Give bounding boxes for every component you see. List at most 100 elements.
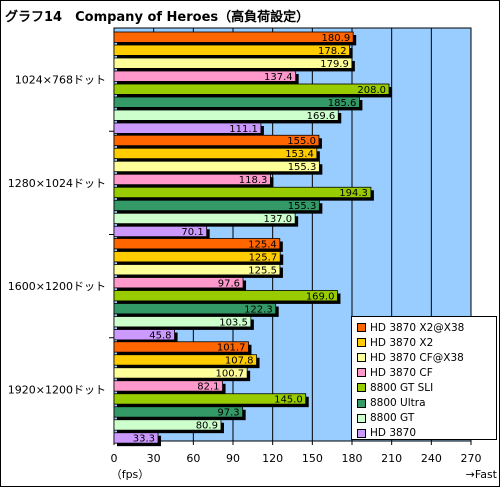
legend-swatch bbox=[357, 398, 366, 408]
direction-label: →Fast bbox=[466, 468, 498, 481]
bar-value-label: 80.9 bbox=[196, 421, 218, 432]
legend: HD 3870 X2@X38 HD 3870 X2 HD 3870 CF@X38 HD… bbox=[351, 316, 497, 440]
bar bbox=[113, 380, 223, 392]
legend-item: 8800 GT bbox=[357, 411, 496, 426]
bar bbox=[113, 316, 252, 328]
legend-swatch bbox=[357, 428, 366, 438]
bar-value-label: 118.3 bbox=[239, 175, 268, 186]
legend-label: 8800 GT SLI bbox=[370, 381, 434, 394]
legend-item: 8800 Ultra bbox=[357, 395, 496, 410]
bar bbox=[113, 341, 249, 353]
bar bbox=[113, 57, 353, 69]
bar-value-label: 208.0 bbox=[357, 85, 386, 96]
category-label: 1600×1200ドット bbox=[8, 280, 106, 293]
bar-value-label: 122.3 bbox=[244, 304, 273, 315]
bar bbox=[113, 83, 390, 95]
bar-value-label: 180.9 bbox=[322, 33, 351, 44]
bar-value-label: 137.4 bbox=[264, 72, 293, 83]
bar bbox=[113, 199, 320, 212]
bar-value-label: 155.3 bbox=[288, 162, 317, 173]
bar bbox=[113, 173, 271, 186]
x-tick-label: 150 bbox=[302, 452, 323, 465]
bar-value-label: 107.8 bbox=[225, 356, 254, 367]
legend-swatch bbox=[357, 413, 366, 423]
bar-value-label: 194.3 bbox=[339, 188, 368, 199]
bar-value-label: 101.7 bbox=[217, 343, 246, 354]
x-tick-label: 210 bbox=[381, 452, 402, 465]
bar bbox=[113, 432, 159, 444]
bar-value-label: 103.5 bbox=[219, 317, 248, 328]
bar-value-label: 155.0 bbox=[287, 136, 316, 147]
x-tick-label: 90 bbox=[226, 452, 240, 465]
legend-label: 8800 GT bbox=[370, 412, 415, 425]
x-tick-label: 240 bbox=[421, 452, 442, 465]
bar-value-label: 185.6 bbox=[328, 98, 357, 109]
bar-value-label: 179.9 bbox=[320, 59, 349, 70]
legend-item: HD 3870 X2 bbox=[357, 335, 496, 350]
bar-value-label: 100.7 bbox=[216, 369, 245, 380]
bar-value-label: 111.1 bbox=[229, 124, 258, 135]
legend-label: HD 3870 X2@X38 bbox=[370, 321, 465, 334]
bar bbox=[113, 329, 175, 341]
x-tick-label: 120 bbox=[262, 452, 283, 465]
legend-item: HD 3870 bbox=[357, 426, 496, 441]
legend-label: 8800 Ultra bbox=[370, 397, 426, 410]
legend-swatch bbox=[357, 353, 366, 363]
bar bbox=[113, 147, 318, 160]
bar bbox=[113, 70, 297, 82]
bar-value-label: 169.6 bbox=[307, 111, 336, 122]
legend-swatch bbox=[357, 338, 366, 348]
x-tick-label: 180 bbox=[342, 452, 363, 465]
bar bbox=[113, 367, 248, 379]
bar-value-label: 97.6 bbox=[218, 278, 240, 289]
bar bbox=[113, 44, 351, 56]
chart-title: グラフ14 Company of Heroes（高負荷設定） bbox=[5, 10, 310, 25]
x-tick-label: 30 bbox=[147, 452, 161, 465]
category-label: 1024×768ドット bbox=[15, 74, 106, 87]
bar bbox=[113, 31, 354, 43]
bar bbox=[113, 160, 320, 173]
legend-item: HD 3870 X2@X38 bbox=[357, 320, 496, 335]
x-tick-label: 0 bbox=[111, 452, 118, 465]
legend-label: HD 3870 CF@X38 bbox=[370, 351, 464, 364]
bar bbox=[113, 109, 339, 121]
bar bbox=[113, 354, 257, 366]
bar bbox=[113, 303, 277, 315]
bar-value-label: 125.7 bbox=[249, 252, 278, 263]
bar-value-label: 70.1 bbox=[181, 227, 203, 238]
x-axis-label: （fps） bbox=[111, 468, 150, 481]
bar bbox=[113, 419, 222, 431]
bar-value-label: 45.8 bbox=[149, 330, 171, 341]
legend-item: HD 3870 CF@X38 bbox=[357, 350, 496, 365]
bar-value-label: 178.2 bbox=[318, 46, 347, 57]
bar bbox=[113, 406, 244, 418]
bar bbox=[113, 134, 320, 147]
bar bbox=[113, 277, 244, 289]
bar bbox=[113, 186, 372, 199]
bar bbox=[113, 96, 360, 108]
x-tick-label: 60 bbox=[186, 452, 200, 465]
bar bbox=[113, 251, 281, 263]
legend-swatch bbox=[357, 383, 366, 393]
bar-value-label: 97.3 bbox=[217, 408, 239, 419]
bar-value-label: 137.0 bbox=[264, 214, 293, 225]
legend-swatch bbox=[357, 368, 366, 378]
legend-label: HD 3870 CF bbox=[370, 366, 433, 379]
bar bbox=[113, 122, 262, 134]
bar bbox=[113, 225, 208, 238]
legend-label: HD 3870 bbox=[370, 427, 417, 440]
bar-value-label: 82.1 bbox=[197, 382, 219, 393]
bar-value-label: 125.5 bbox=[248, 265, 277, 276]
legend-item: HD 3870 CF bbox=[357, 365, 496, 380]
bar-value-label: 153.4 bbox=[285, 149, 314, 160]
legend-swatch bbox=[357, 323, 366, 333]
bar bbox=[113, 264, 281, 276]
bar-value-label: 145.0 bbox=[274, 395, 303, 406]
bar-value-label: 169.0 bbox=[306, 291, 335, 302]
bar bbox=[113, 238, 281, 250]
bar bbox=[113, 290, 338, 302]
legend-label: HD 3870 X2 bbox=[370, 336, 434, 349]
legend-item: 8800 GT SLI bbox=[357, 380, 496, 395]
bar-value-label: 33.3 bbox=[133, 434, 155, 445]
